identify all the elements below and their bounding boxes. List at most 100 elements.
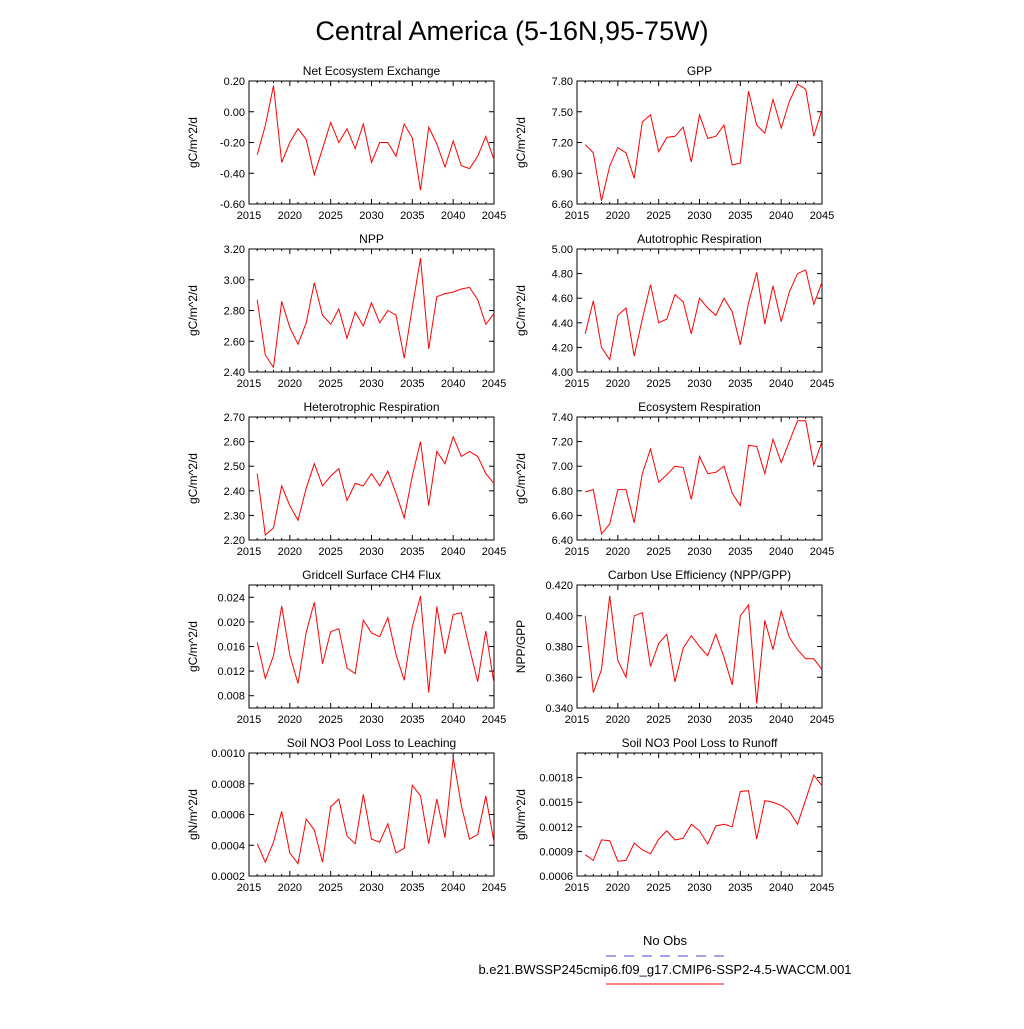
- x-tick-label: 2045: [482, 714, 506, 726]
- y-tick-label: 2.40: [224, 367, 245, 379]
- series-line: [584, 774, 823, 862]
- x-tick-label: 2035: [728, 546, 752, 558]
- y-axis-label: gC/m^2/d: [186, 453, 200, 504]
- x-tick-label: 2040: [441, 882, 465, 894]
- x-tick-label: 2045: [810, 882, 834, 894]
- x-tick-label: 2030: [359, 210, 383, 222]
- series-line: [256, 435, 495, 537]
- x-tick-label: 2020: [278, 210, 302, 222]
- y-tick-label: -0.60: [220, 199, 245, 211]
- y-tick-label: 0.0002: [211, 871, 245, 883]
- y-tick-label: 7.20: [552, 437, 573, 449]
- x-tick-label: 2015: [565, 546, 589, 558]
- x-tick-label: 2035: [400, 210, 424, 222]
- x-tick-label: 2045: [482, 210, 506, 222]
- x-tick-label: 2045: [810, 546, 834, 558]
- x-tick-label: 2040: [441, 714, 465, 726]
- x-tick-label: 2025: [318, 714, 342, 726]
- chart-panel: Gridcell Surface CH4 Flux 2015 2020 2025 203…: [186, 568, 506, 726]
- y-tick-label: 6.90: [552, 168, 573, 180]
- y-tick-label: 4.00: [552, 367, 573, 379]
- y-tick-label: 0.0018: [539, 773, 573, 785]
- x-tick-label: 2030: [359, 882, 383, 894]
- y-tick-label: 0.024: [217, 592, 245, 604]
- series-line: [584, 269, 823, 362]
- y-tick-label: 2.20: [224, 535, 245, 547]
- y-tick-label: 0.0015: [539, 797, 573, 809]
- x-tick-label: 2020: [606, 210, 630, 222]
- x-tick-label: 2025: [318, 882, 342, 894]
- x-tick-label: 2025: [646, 546, 670, 558]
- chart-panel: Autotrophic Respiration 2015 2020 2025 2030 2…: [514, 232, 834, 390]
- y-tick-label: 4.60: [552, 293, 573, 305]
- series-line: [256, 85, 495, 191]
- y-axis-label: gC/m^2/d: [186, 285, 200, 336]
- x-tick-label: 2045: [482, 882, 506, 894]
- x-tick-label: 2030: [359, 378, 383, 390]
- chart-panel: NPP 2015 2020 2025 2030 2035 2040 2045 2.40 2.60 2…: [186, 232, 506, 390]
- y-tick-label: 0.340: [545, 703, 573, 715]
- panel-title: Ecosystem Respiration: [638, 400, 761, 414]
- y-tick-label: 6.60: [552, 510, 573, 522]
- panel-title: Autotrophic Respiration: [637, 232, 762, 246]
- y-axis-label: gC/m^2/d: [514, 453, 528, 504]
- y-tick-label: 4.40: [552, 318, 573, 330]
- x-tick-label: 2045: [482, 546, 506, 558]
- plot-frame: [576, 416, 823, 541]
- legend-model-label: b.e21.BWSSP245cmip6.f09_g17.CMIP6-SSP2-4…: [478, 962, 851, 977]
- legend: No Obs b.e21.BWSSP245cmip6.f09_g17.CMIP6…: [478, 933, 852, 985]
- y-tick-label: 7.80: [552, 76, 573, 88]
- plot-frame: [576, 752, 823, 877]
- x-tick-label: 2015: [237, 210, 261, 222]
- y-tick-label: 0.0004: [211, 840, 245, 852]
- x-tick-label: 2020: [278, 714, 302, 726]
- panel-title: Soil NO3 Pool Loss to Runoff: [622, 736, 779, 750]
- y-tick-label: 7.00: [552, 461, 573, 473]
- y-tick-label: 0.20: [224, 76, 245, 88]
- x-tick-label: 2040: [441, 546, 465, 558]
- chart-panel: Ecosystem Respiration 2015 2020 2025 2030 203…: [514, 400, 834, 558]
- x-tick-label: 2035: [400, 882, 424, 894]
- y-axis-label: gN/m^2/d: [514, 789, 528, 840]
- y-tick-label: 0.012: [217, 666, 245, 678]
- panel-title: Carbon Use Efficiency (NPP/GPP): [608, 568, 791, 582]
- y-tick-label: 0.360: [545, 672, 573, 684]
- x-tick-label: 2040: [769, 210, 793, 222]
- chart-panel: GPP 2015 2020 2025 2030 2035 2040 2045 6.60 6.90 7…: [514, 64, 834, 222]
- y-tick-label: 4.80: [552, 269, 573, 281]
- x-tick-label: 2030: [687, 882, 711, 894]
- series-line: [584, 83, 823, 202]
- y-tick-label: 0.0009: [539, 846, 573, 858]
- panel-title: Net Ecosystem Exchange: [303, 64, 441, 78]
- x-tick-label: 2015: [237, 378, 261, 390]
- plot-frame: [248, 416, 495, 541]
- y-tick-label: 5.00: [552, 244, 573, 256]
- x-tick-label: 2020: [606, 882, 630, 894]
- panel-title: Soil NO3 Pool Loss to Leaching: [287, 736, 456, 750]
- x-tick-label: 2015: [565, 882, 589, 894]
- y-tick-label: 0.420: [545, 580, 573, 592]
- y-tick-label: 4.20: [552, 342, 573, 354]
- y-tick-label: 0.020: [217, 617, 245, 629]
- x-tick-label: 2025: [646, 714, 670, 726]
- plot-frame: [248, 584, 495, 709]
- y-tick-label: -0.40: [220, 168, 245, 180]
- y-tick-label: 2.30: [224, 510, 245, 522]
- x-tick-label: 2030: [359, 546, 383, 558]
- legend-obs-label: No Obs: [643, 933, 688, 948]
- y-tick-label: 3.20: [224, 244, 245, 256]
- y-axis-label: gC/m^2/d: [514, 117, 528, 168]
- x-tick-label: 2040: [769, 546, 793, 558]
- x-tick-label: 2040: [441, 378, 465, 390]
- panel-title: Heterotrophic Respiration: [303, 400, 439, 414]
- y-tick-label: 2.60: [224, 437, 245, 449]
- series-line: [584, 595, 823, 704]
- x-tick-label: 2025: [646, 882, 670, 894]
- x-tick-label: 2045: [810, 210, 834, 222]
- chart-panel: Carbon Use Efficiency (NPP/GPP) 2015 2020 2…: [514, 568, 834, 726]
- y-tick-label: 0.0006: [539, 871, 573, 883]
- y-tick-label: 0.0010: [211, 748, 245, 760]
- x-tick-label: 2030: [687, 210, 711, 222]
